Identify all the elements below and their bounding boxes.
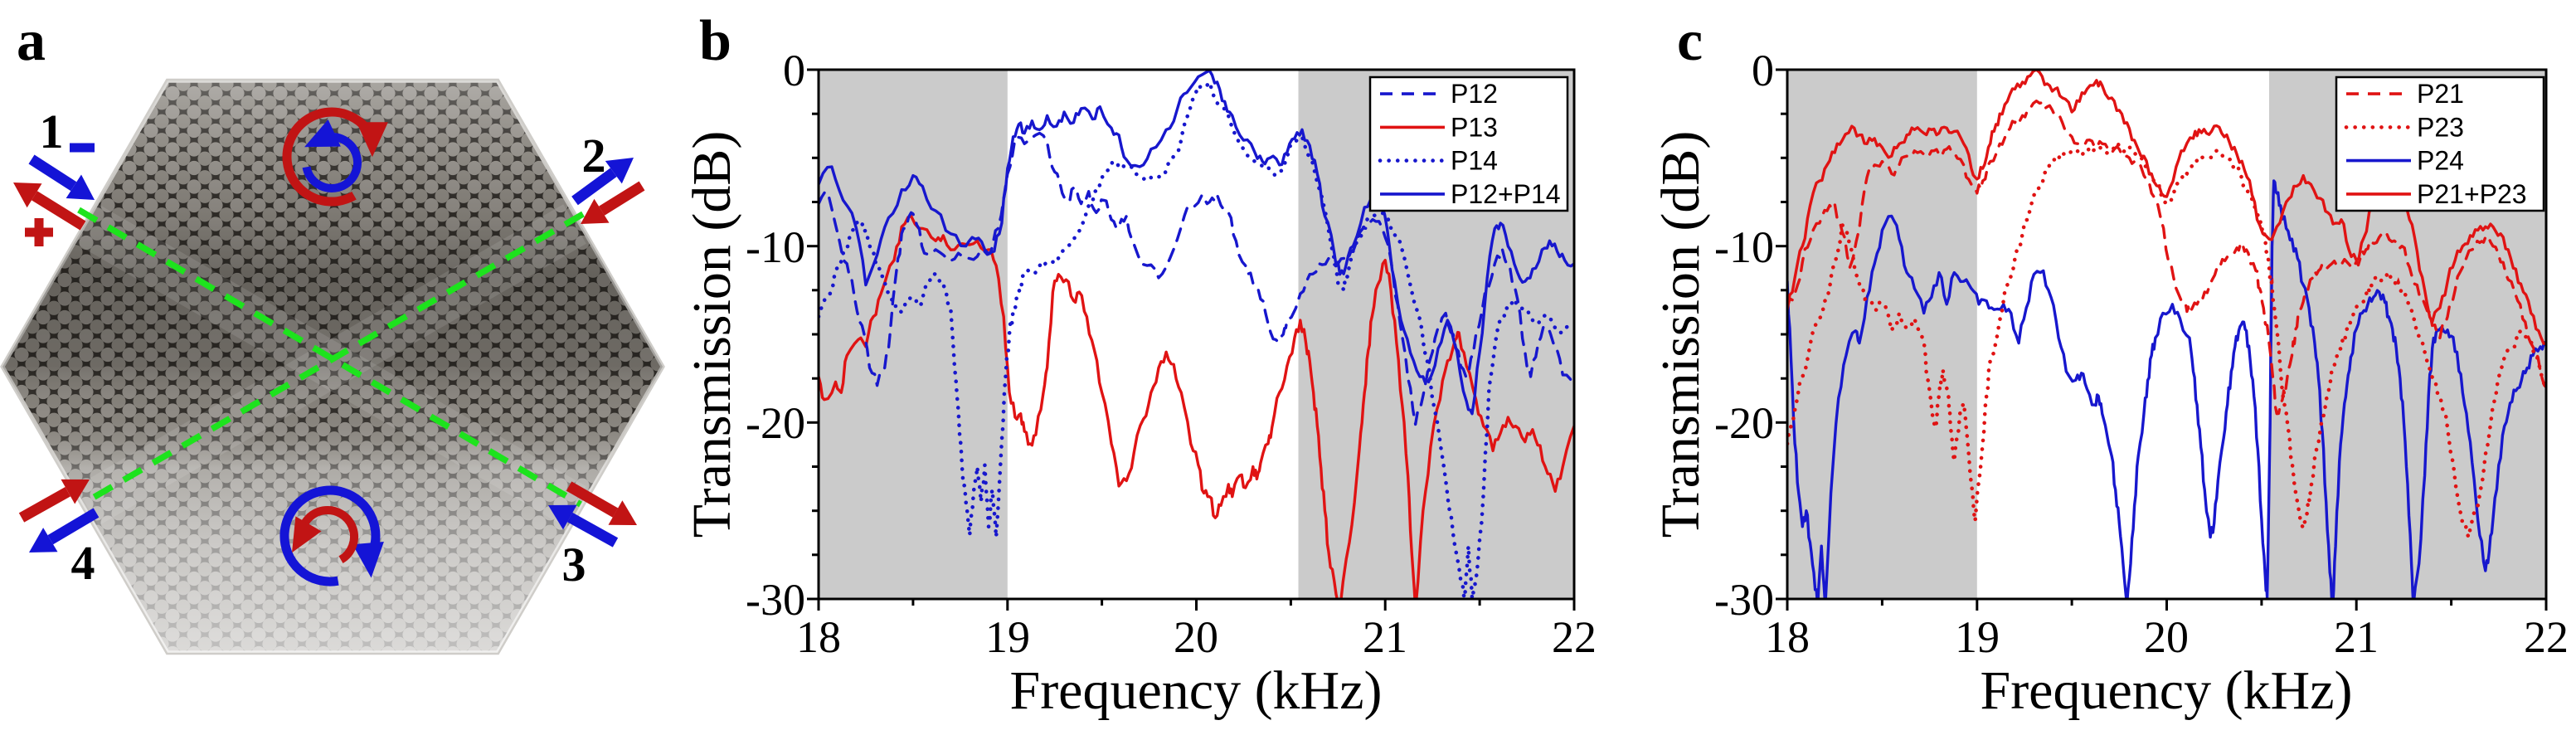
svg-text:P14: P14 bbox=[1451, 146, 1498, 176]
svg-text:-10: -10 bbox=[746, 222, 805, 272]
svg-text:P13: P13 bbox=[1451, 112, 1498, 142]
svg-text:18: 18 bbox=[796, 612, 841, 662]
svg-text:Transmission (dB): Transmission (dB) bbox=[682, 131, 742, 538]
svg-text:a: a bbox=[17, 9, 46, 73]
svg-text:4: 4 bbox=[71, 536, 95, 590]
svg-text:b: b bbox=[699, 9, 731, 73]
svg-text:20: 20 bbox=[2144, 612, 2189, 662]
svg-text:22: 22 bbox=[2524, 612, 2569, 662]
svg-text:P23: P23 bbox=[2417, 112, 2464, 142]
svg-text:-30: -30 bbox=[746, 575, 805, 625]
svg-text:P21: P21 bbox=[2417, 79, 2464, 109]
svg-text:P21+P23: P21+P23 bbox=[2417, 179, 2527, 209]
svg-text:-20: -20 bbox=[746, 398, 805, 448]
svg-text:18: 18 bbox=[1765, 612, 1810, 662]
svg-text:Frequency (kHz): Frequency (kHz) bbox=[1010, 660, 1383, 721]
svg-text:P24: P24 bbox=[2417, 146, 2464, 176]
svg-text:-20: -20 bbox=[1714, 398, 1774, 448]
svg-text:20: 20 bbox=[1174, 612, 1218, 662]
svg-text:22: 22 bbox=[1552, 612, 1597, 662]
svg-text:Frequency (kHz): Frequency (kHz) bbox=[1981, 660, 2353, 721]
svg-text:Transmission (dB): Transmission (dB) bbox=[1650, 131, 1711, 538]
svg-text:19: 19 bbox=[985, 612, 1030, 662]
svg-text:0: 0 bbox=[783, 46, 805, 95]
svg-text:P12: P12 bbox=[1451, 79, 1498, 109]
svg-text:P12+P14: P12+P14 bbox=[1451, 179, 1561, 209]
svg-text:c: c bbox=[1677, 9, 1703, 73]
svg-text:1: 1 bbox=[40, 105, 64, 158]
svg-text:21: 21 bbox=[1363, 612, 1407, 662]
svg-text:19: 19 bbox=[1955, 612, 2000, 662]
svg-text:-30: -30 bbox=[1714, 575, 1774, 625]
svg-text:0: 0 bbox=[1752, 46, 1774, 95]
svg-text:21: 21 bbox=[2334, 612, 2379, 662]
svg-text:2: 2 bbox=[582, 129, 606, 183]
svg-text:3: 3 bbox=[562, 538, 586, 591]
svg-text:-10: -10 bbox=[1714, 222, 1774, 272]
